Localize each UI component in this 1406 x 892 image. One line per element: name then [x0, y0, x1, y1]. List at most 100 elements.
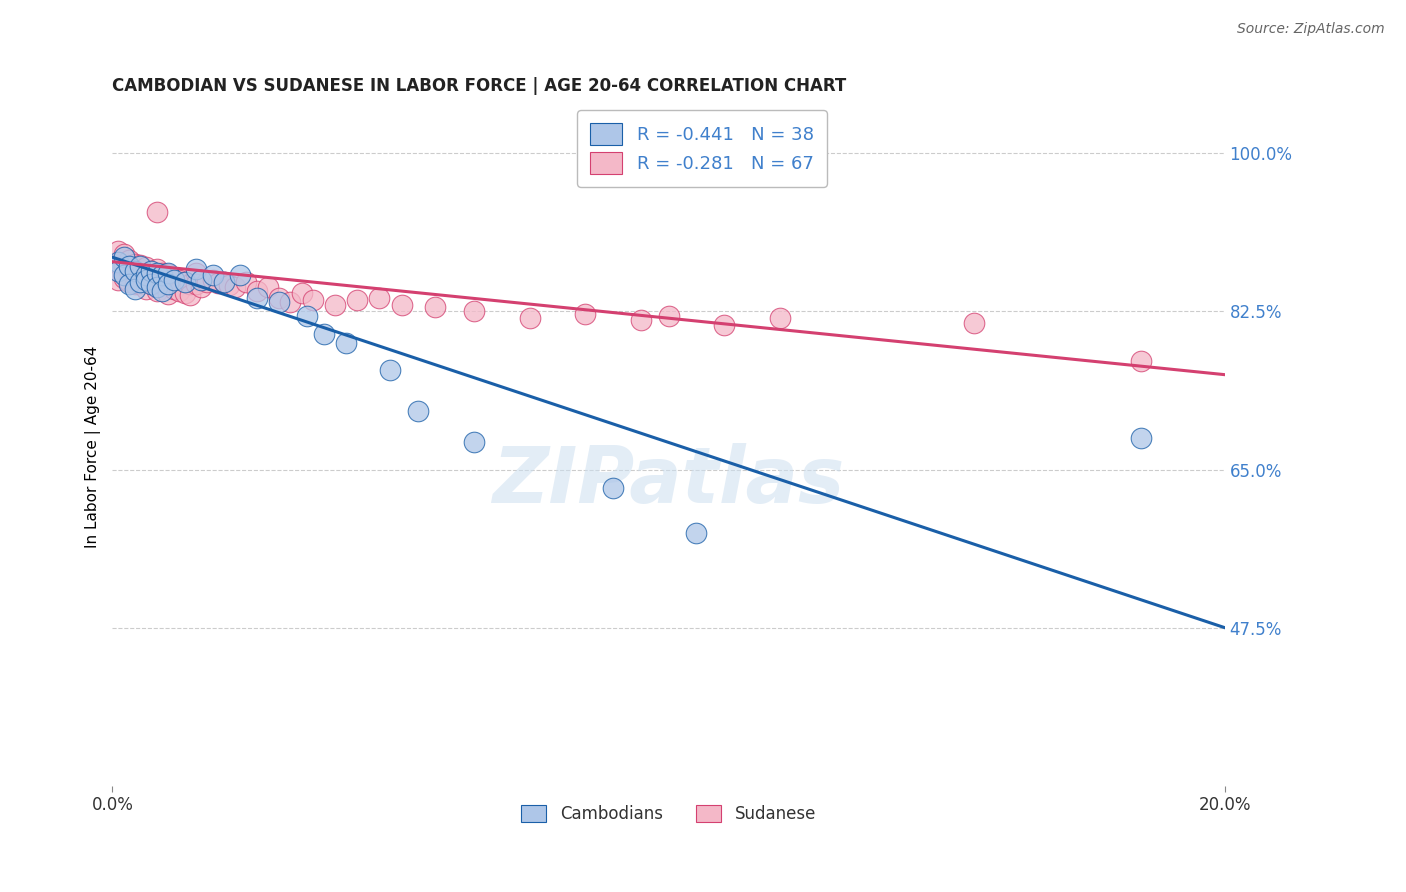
Point — [141, 264, 163, 278]
Point — [769, 310, 792, 325]
Point — [301, 293, 323, 307]
Point — [335, 336, 357, 351]
Point — [323, 298, 346, 312]
Point — [146, 262, 169, 277]
Point — [1130, 354, 1153, 368]
Point — [162, 282, 184, 296]
Point — [685, 525, 707, 540]
Point — [112, 259, 135, 273]
Point — [107, 264, 129, 278]
Point — [118, 259, 141, 273]
Point — [963, 316, 986, 330]
Point — [124, 268, 146, 282]
Point — [157, 287, 180, 301]
Point — [124, 282, 146, 296]
Point — [246, 284, 269, 298]
Point — [107, 256, 129, 270]
Point — [141, 275, 163, 289]
Point — [179, 277, 201, 292]
Point — [129, 275, 152, 289]
Text: Source: ZipAtlas.com: Source: ZipAtlas.com — [1237, 22, 1385, 37]
Point — [129, 268, 152, 283]
Point — [408, 404, 430, 418]
Point — [107, 254, 129, 268]
Point — [380, 363, 402, 377]
Point — [190, 280, 212, 294]
Point — [179, 288, 201, 302]
Point — [152, 266, 174, 280]
Point — [630, 313, 652, 327]
Point — [184, 266, 207, 280]
Point — [190, 273, 212, 287]
Point — [201, 268, 224, 283]
Point — [129, 259, 152, 273]
Point — [107, 244, 129, 258]
Point — [124, 256, 146, 270]
Legend: Cambodians, Sudanese: Cambodians, Sudanese — [513, 797, 824, 831]
Point — [162, 273, 184, 287]
Point — [1130, 431, 1153, 445]
Point — [118, 275, 141, 289]
Point — [146, 280, 169, 294]
Point — [146, 205, 169, 219]
Point — [368, 291, 391, 305]
Point — [391, 298, 413, 312]
Point — [574, 307, 596, 321]
Point — [157, 266, 180, 280]
Point — [229, 268, 252, 283]
Point — [235, 275, 257, 289]
Point — [141, 277, 163, 292]
Point — [184, 262, 207, 277]
Point — [312, 326, 335, 341]
Point — [212, 275, 235, 289]
Point — [135, 282, 157, 296]
Point — [173, 275, 195, 289]
Text: CAMBODIAN VS SUDANESE IN LABOR FORCE | AGE 20-64 CORRELATION CHART: CAMBODIAN VS SUDANESE IN LABOR FORCE | A… — [112, 78, 846, 95]
Point — [141, 264, 163, 278]
Point — [463, 304, 485, 318]
Y-axis label: In Labor Force | Age 20-64: In Labor Force | Age 20-64 — [86, 346, 101, 548]
Point — [207, 277, 229, 291]
Point — [129, 258, 152, 272]
Point — [152, 284, 174, 298]
Point — [112, 271, 135, 285]
Point — [157, 277, 180, 292]
Point — [269, 295, 291, 310]
Point — [295, 309, 318, 323]
Point — [519, 310, 541, 325]
Point — [124, 277, 146, 292]
Point — [129, 277, 152, 292]
Point — [112, 268, 135, 283]
Point — [135, 271, 157, 285]
Point — [173, 275, 195, 289]
Point — [423, 300, 446, 314]
Point — [135, 273, 157, 287]
Point — [658, 309, 681, 323]
Point — [118, 252, 141, 267]
Point — [112, 247, 135, 261]
Point — [713, 318, 735, 332]
Point — [201, 273, 224, 287]
Point — [269, 291, 291, 305]
Point — [112, 250, 135, 264]
Point — [146, 284, 169, 298]
Point — [195, 275, 218, 289]
Point — [118, 264, 141, 278]
Point — [602, 481, 624, 495]
Point — [157, 268, 180, 282]
Point — [246, 291, 269, 305]
Point — [463, 435, 485, 450]
Point — [280, 295, 302, 310]
Point — [218, 278, 240, 293]
Point — [146, 273, 169, 287]
Point — [167, 284, 190, 298]
Point — [157, 277, 180, 291]
Point — [124, 264, 146, 278]
Point — [257, 280, 280, 294]
Point — [224, 280, 246, 294]
Point — [167, 273, 190, 287]
Point — [290, 286, 312, 301]
Point — [152, 268, 174, 283]
Point — [152, 277, 174, 292]
Point — [107, 273, 129, 287]
